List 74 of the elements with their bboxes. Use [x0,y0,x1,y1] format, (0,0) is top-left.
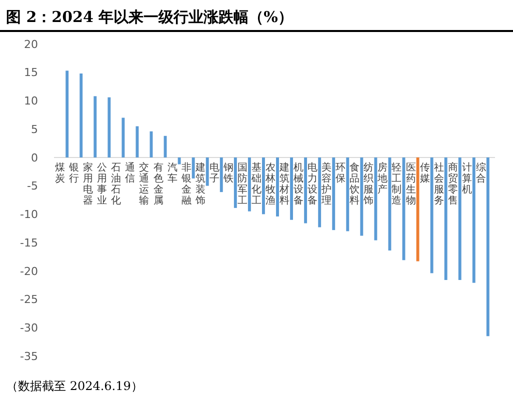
x-tick-label: 食品饮料 [348,161,360,206]
bar [262,157,265,214]
bar [248,157,251,212]
y-tick-label: -35 [20,350,38,363]
x-tick-label: 建筑材料 [278,161,290,206]
bar [220,157,223,192]
x-tick-label: 建筑装饰 [194,161,206,206]
x-tick-label: 国防军工 [237,162,248,206]
bar [486,157,490,336]
y-tick-label: -5 [27,180,38,193]
bar [444,157,448,280]
bar [178,157,181,164]
bar [332,157,336,230]
y-tick-label: -10 [20,208,38,222]
bar [430,157,434,274]
bar [304,157,308,224]
bar [416,157,420,262]
bar [66,70,69,158]
y-tick-label: 5 [31,122,38,136]
bar [276,157,279,216]
x-tick-label: 基础化工 [250,161,262,206]
bar [94,96,97,158]
bar [318,157,322,228]
x-tick-label: 银行 [68,162,80,184]
x-tick-label: 商贸零售 [448,161,458,206]
x-tick-label: 电子 [209,161,220,184]
bar [164,136,167,158]
bar [136,126,139,158]
y-tick-label: 0 [31,151,38,164]
x-tick-label: 有色金属 [153,161,164,206]
bar [122,118,125,158]
x-tick-label: 交通运输 [139,161,150,206]
y-tick-label: 10 [24,94,38,108]
y-tick-label: 15 [24,66,38,80]
x-tick-label: 综合 [476,161,486,184]
x-tick-label: 计算机 [462,161,472,196]
x-tick-label: 社会服务 [434,161,444,206]
x-tick-label: 汽车 [167,161,178,184]
x-tick-label: 非银金融 [180,161,192,206]
bar [374,157,378,240]
x-tick-label: 传媒 [420,162,430,184]
chart-title: 图 2：2024 年以来一级行业涨跌幅（%） [6,8,293,26]
x-tick-label: 轻工制造 [392,161,402,206]
bar [360,157,364,236]
y-tick-label: -20 [20,264,38,278]
x-tick-label: 农林牧渔 [264,162,276,206]
x-tick-label: 煤炭 [55,161,66,184]
bar [234,157,237,208]
x-tick-label: 石油石化 [111,162,122,206]
bar [192,157,195,178]
bar [290,157,293,220]
x-tick-label: 家用电器 [83,161,94,206]
bar [458,157,462,280]
bar [80,74,83,158]
x-tick-label: 钢铁 [222,162,234,184]
text: （数据截至 2024.6.19） [6,379,143,393]
x-tick-label: 美容护理 [320,161,332,206]
bar [388,157,392,250]
bar [108,97,111,158]
x-tick-label: 房地产 [376,161,388,196]
x-tick-label: 医药生物 [406,162,416,206]
bar [472,157,476,283]
x-tick-label: 通信 [125,161,136,184]
y-tick-label: -15 [20,236,38,250]
y-tick-label: -25 [20,293,38,306]
y-tick-label: 20 [24,38,38,51]
x-tick-label: 环保 [336,162,346,184]
bar [346,157,350,232]
x-tick-label: 电力设备 [308,161,318,206]
x-tick-label: 公用事业 [97,161,108,206]
x-tick-label: 纺织服饰 [362,161,374,206]
x-tick-label: 机械设备 [294,161,304,206]
bar [206,157,209,186]
y-tick-label: -30 [20,321,38,334]
